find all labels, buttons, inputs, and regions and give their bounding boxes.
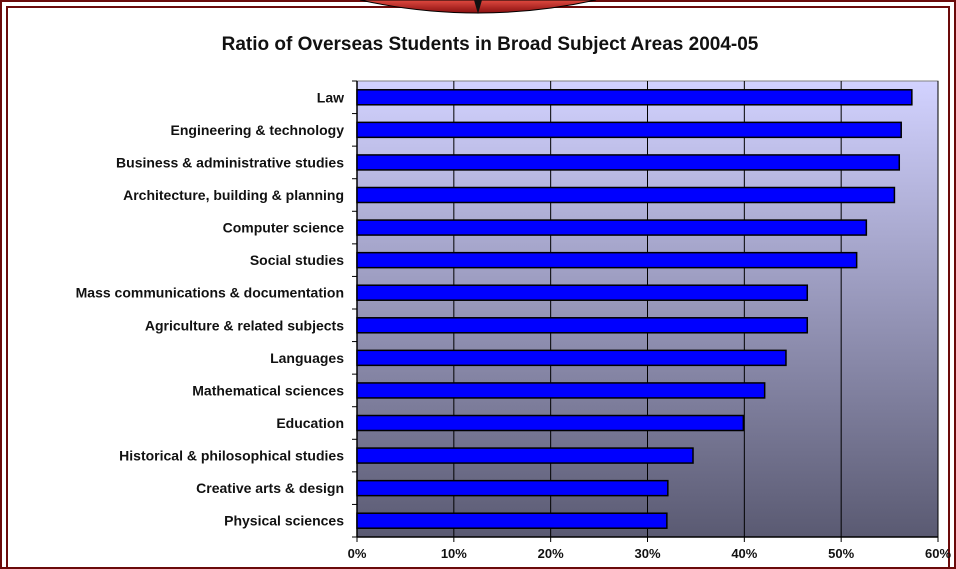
bar [356,121,902,139]
bar [356,382,766,399]
top-ornament-notch [474,0,482,14]
x-tick-label: 10% [441,546,467,561]
bar [356,447,694,464]
category-label: Social studies [250,252,344,268]
category-label: Physical sciences [224,513,344,529]
bar [356,414,745,432]
x-tick-label: 0% [348,546,367,561]
bar [356,479,669,497]
x-tick-labels: 0% 10% 20% 30% 40% 50% 60% [348,546,952,561]
category-label: Education [276,415,344,431]
bar [356,186,896,204]
x-tick-label: 60% [925,546,951,561]
category-label: Creative arts & design [196,480,344,496]
category-label: Business & administrative studies [116,154,344,170]
category-label: Architecture, building & planning [123,187,344,203]
bar [356,317,809,334]
bar [356,89,913,106]
x-tick-label: 30% [634,546,660,561]
bar [356,219,868,236]
bars [356,89,913,529]
chart-title: Ratio of Overseas Students in Broad Subj… [222,34,759,55]
category-label: Languages [270,350,344,366]
category-label: Computer science [223,220,345,236]
bar [356,251,858,269]
x-tick-label: 50% [828,546,854,561]
x-tick-label: 20% [538,546,564,561]
x-tick-label: 40% [731,546,757,561]
bar [356,284,809,301]
bar [356,154,901,171]
category-label: Agriculture & related subjects [145,317,344,333]
category-labels: Law Engineering & technology Business & ad… [76,89,345,528]
category-label: Historical & philosophical studies [119,448,344,464]
bar [356,349,787,367]
category-label: Engineering & technology [171,122,345,138]
category-label: Law [317,89,344,105]
category-label: Mathematical sciences [192,382,344,398]
bar [356,512,668,529]
category-label: Mass communications & documentation [76,285,344,301]
